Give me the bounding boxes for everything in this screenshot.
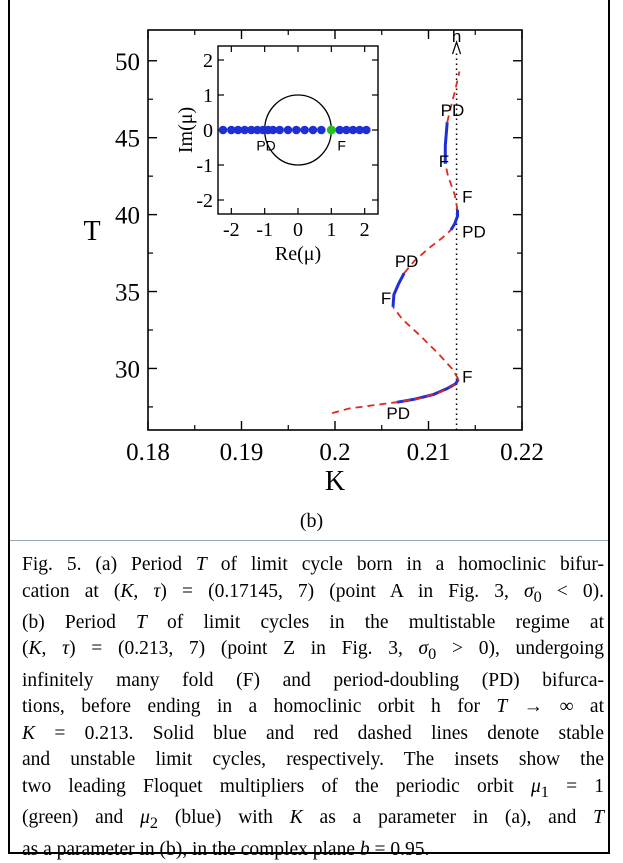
inset-y-tick-label: -1 [196,155,213,177]
pd-label: PD [462,223,486,242]
inset-pd-label: PD [256,138,275,154]
blue-multiplier-point [355,125,364,135]
inset-x-tick-label: -2 [223,219,240,241]
inset-y-tick-label: 2 [203,50,213,72]
blue-multiplier-point [275,125,284,135]
asymptote-arrow-icon [451,40,462,55]
stable-branch [396,378,460,404]
blue-multiplier-point [362,125,371,135]
pd-label: PD [386,404,410,423]
x-tick-label: 0.22 [500,439,544,466]
blue-multiplier-point [335,125,344,135]
figure-caption: Fig. 5. (a) Period T of limit cycle born… [22,552,604,863]
caption-line: cation at (K, τ) = (0.17145, 7) (point A… [22,580,604,606]
blue-multiplier-point [227,125,236,135]
inset-fold-label: F [337,138,346,154]
inset-y-tick-label: -2 [196,190,213,212]
x-axis-label: K [325,466,345,497]
stable-branch [449,210,459,231]
blue-multiplier-point [233,125,243,135]
x-tick-label: 0.18 [126,439,170,466]
y-tick-label: 30 [115,356,140,383]
y-axis-label: T [83,216,100,247]
pd-label: PD [441,101,465,120]
pd-label: PD [395,252,419,271]
blue-multiplier-point [283,125,293,135]
inset-x-tick-label: 0 [293,219,303,241]
inset-plot: -2 -1 0 1 2 -2 -1 0 1 2 Re(μ) Im(μ) PD F [175,45,379,265]
unstable-branch [444,163,459,211]
caption-line: tions, before ending in a homoclinic orb… [22,696,604,718]
inset-y-tick-label: 0 [203,120,213,142]
figure-b: 0.18 0.19 0.2 0.21 0.223035404550KThFPDPDFFP… [83,27,543,497]
green-multiplier-point [326,125,336,135]
fold-label: F [439,152,449,171]
x-tick-label: 0.21 [407,439,451,466]
caption-line: (green) and μ2 (blue) with K as a parame… [22,807,604,833]
blue-multiplier-point [268,125,278,135]
unstable-branch [392,306,460,380]
y-tick-label: 35 [115,280,140,307]
inset-x-tick-label: -1 [256,219,273,241]
inset-y-axis-label: Im(μ) [175,107,197,153]
caption-divider [10,540,608,541]
blue-multiplier-point [292,125,301,135]
caption-line: as a parameter in (b), in the complex pl… [22,838,430,860]
caption-line: infinitely many fold (F) and period-doub… [22,669,604,691]
h-label: h [452,27,461,46]
y-tick-label: 45 [115,126,140,153]
blue-multiplier-point [247,125,256,135]
stable-branch [391,272,406,308]
blue-multiplier-point [308,125,318,135]
x-tick-label: 0.2 [319,439,350,466]
unstable-branch [446,71,461,123]
caption-line: two leading Floquet multipliers of the p… [22,775,605,801]
caption-line: and unstable limit cycles, respectively.… [22,749,604,771]
inset-y-tick-label: 1 [203,85,213,107]
unstable-branch [331,378,460,414]
fold-label: F [462,367,472,386]
y-tick-label: 40 [115,203,140,230]
inset-x-axis-label: Re(μ) [275,243,321,265]
inset-x-tick-label: 1 [326,219,336,241]
caption-line: K = 0.213. Solid blue and red dashed lin… [22,722,604,744]
main-plot: 0.18 0.19 0.2 0.21 0.223035404550KThFPDPDFFP… [83,27,543,497]
caption-line: (K, τ) = (0.213, 7) (point Z in Fig. 3, … [22,638,604,664]
blue-multiplier-point [342,125,351,135]
inset-x-tick-label: 2 [360,219,370,241]
blue-multiplier-point [348,125,358,135]
blue-multiplier-point [218,125,228,135]
page-border [8,0,610,854]
y-tick-label: 50 [115,49,140,76]
blue-multiplier-point [317,125,326,135]
caption-line: (b) Period T of limit cycles in the mult… [22,611,604,633]
fold-label: F [462,187,472,206]
caption-line: Fig. 5. (a) Period T of limit cycle born… [22,554,604,575]
panel-label: (b) [299,510,324,532]
stable-branch [443,122,449,164]
x-tick-label: 0.19 [220,439,264,466]
blue-multiplier-point [300,125,309,135]
fold-label: F [381,289,391,308]
blue-multiplier-point [240,125,249,135]
